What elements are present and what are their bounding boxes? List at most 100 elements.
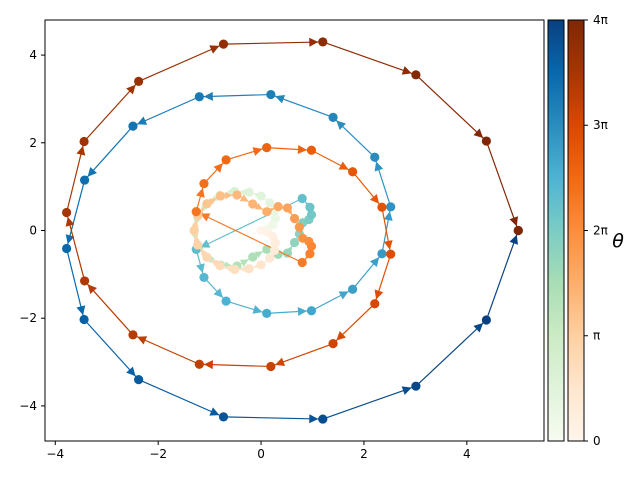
series-arrow-head (338, 161, 349, 170)
series-point (297, 257, 307, 268)
series-point (411, 381, 421, 391)
series-line-segment (322, 385, 417, 420)
series-arrow-head (509, 216, 518, 227)
x-tick-label: 4 (463, 447, 471, 461)
series-arrow-head (309, 414, 319, 424)
series-point (266, 361, 276, 372)
series-arrow-head (275, 94, 286, 104)
series-arrow-head (401, 386, 412, 395)
series-point (282, 203, 293, 213)
series-arrow-head (252, 147, 263, 156)
series-point (79, 314, 89, 325)
series-arrow-head (196, 263, 205, 274)
series-line-segment (83, 319, 140, 381)
series-arrow-head (193, 234, 200, 243)
x-tick-label: −2 (149, 447, 167, 461)
series-point (481, 136, 491, 146)
series-point (270, 213, 280, 223)
colorbar-label: θ (612, 230, 624, 252)
series-line-segment (415, 319, 487, 387)
series-arrow-head (224, 265, 232, 272)
series-0 (62, 89, 523, 424)
series-arrow-head (239, 194, 249, 202)
colorbar-tick-label: 4π (593, 13, 608, 27)
series-line-segment (485, 230, 519, 321)
series-point (265, 198, 275, 208)
series-arrow-head (336, 120, 346, 130)
series-arrow-head (137, 336, 148, 345)
y-tick-label: 4 (29, 48, 37, 62)
series-arrow-head (239, 265, 246, 273)
series-arrow-head (65, 234, 75, 245)
series-point (80, 276, 90, 286)
series-point (218, 39, 229, 49)
series-point (215, 260, 225, 271)
colorbar-oranges (567, 19, 585, 442)
series-point (128, 330, 138, 340)
colorbar-tick-label: 3π (593, 118, 608, 132)
series-point (318, 414, 328, 424)
series-point (128, 121, 138, 131)
series-arrow-head (213, 288, 224, 298)
series-point (134, 76, 144, 86)
series-point (386, 249, 396, 259)
series-point (230, 264, 240, 275)
series-arrow-head (254, 202, 263, 210)
series-point (306, 145, 317, 155)
series-point (189, 225, 199, 236)
series-arrow-head (336, 331, 346, 341)
series-1 (62, 37, 523, 372)
axes: −4 −2 0 2 4 −4 −2 0 2 4 (19, 19, 545, 461)
series-point (377, 249, 387, 259)
colorbar-gnbu (547, 19, 565, 442)
series-point (386, 202, 396, 212)
series-line-segment (415, 74, 487, 142)
colorbar-tick-label: 0 (593, 434, 601, 448)
series-line-segment (485, 140, 519, 231)
series-arrow-head (137, 116, 148, 125)
series-point (199, 178, 209, 189)
series-point (262, 143, 272, 153)
series-line-segment (83, 80, 140, 142)
series-point (306, 241, 317, 251)
series-point (194, 92, 204, 102)
series-arrow-head (401, 66, 412, 75)
series-point (80, 175, 90, 185)
series-point (289, 237, 300, 248)
series-arrow-head (374, 161, 384, 172)
series-arrow-head (297, 144, 307, 154)
series-point (328, 339, 338, 349)
y-tick-label: 2 (29, 136, 37, 150)
series-point (194, 359, 204, 369)
series-arrow-head (374, 289, 384, 300)
series-point (273, 201, 283, 212)
series-point (191, 207, 201, 217)
series-point (370, 152, 380, 162)
series-arrow-head (224, 192, 233, 200)
series-point (282, 248, 293, 258)
series-arrow-head (473, 128, 484, 138)
series-arrow-head (126, 366, 136, 377)
series-arrow-head (76, 305, 86, 316)
series-point (481, 315, 491, 325)
series-point (318, 37, 328, 47)
series-arrow-head (87, 284, 97, 294)
series-arrow-head (200, 248, 208, 257)
series-point (192, 240, 203, 250)
series-arrow-head (254, 251, 263, 259)
series-point (411, 70, 421, 80)
series-line-segment (223, 416, 323, 420)
series-arrow-head (209, 407, 220, 416)
series-point (348, 284, 358, 294)
series-point (270, 238, 280, 248)
series-point (215, 191, 226, 201)
series-point (221, 155, 231, 165)
plot-area (62, 37, 523, 424)
series-arrow-head (383, 240, 393, 250)
series-point (262, 308, 272, 318)
series-point (199, 272, 209, 283)
series-arrow-head (200, 239, 211, 248)
series-point (305, 202, 315, 212)
series-arrow-head (369, 257, 380, 268)
x-tick-label: 2 (360, 447, 368, 461)
